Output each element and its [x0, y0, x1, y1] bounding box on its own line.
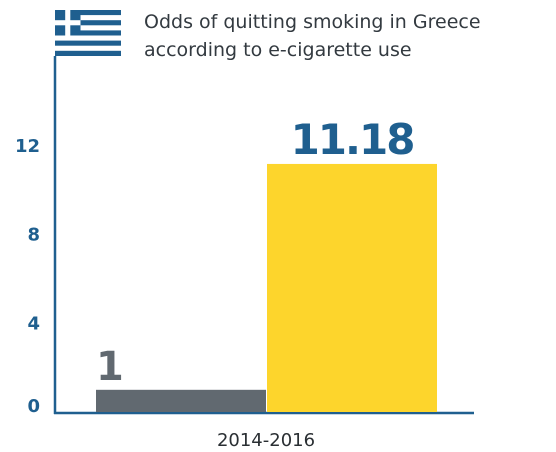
bar: [267, 163, 437, 412]
x-tick-labels: 2014-2016: [217, 430, 315, 451]
y-tick-labels: 0 4 8 12: [15, 136, 40, 417]
y-tick-label: 8: [27, 225, 40, 246]
x-tick-label: 2014-2016: [217, 430, 315, 451]
y-tick-label: 0: [27, 396, 40, 417]
chart-title-line-1: Odds of quitting smoking in Greece: [144, 11, 481, 33]
y-tick-label: 12: [15, 136, 40, 157]
greece-flag-icon: [55, 10, 121, 56]
chart-title-line-2: according to e-cigarette use: [144, 39, 412, 61]
bar: [96, 389, 266, 412]
y-tick-label: 4: [27, 313, 40, 334]
data-label: 1: [96, 344, 122, 390]
data-labels: 111.18: [96, 115, 415, 390]
data-label: 11.18: [291, 115, 414, 164]
bars: [96, 163, 437, 412]
